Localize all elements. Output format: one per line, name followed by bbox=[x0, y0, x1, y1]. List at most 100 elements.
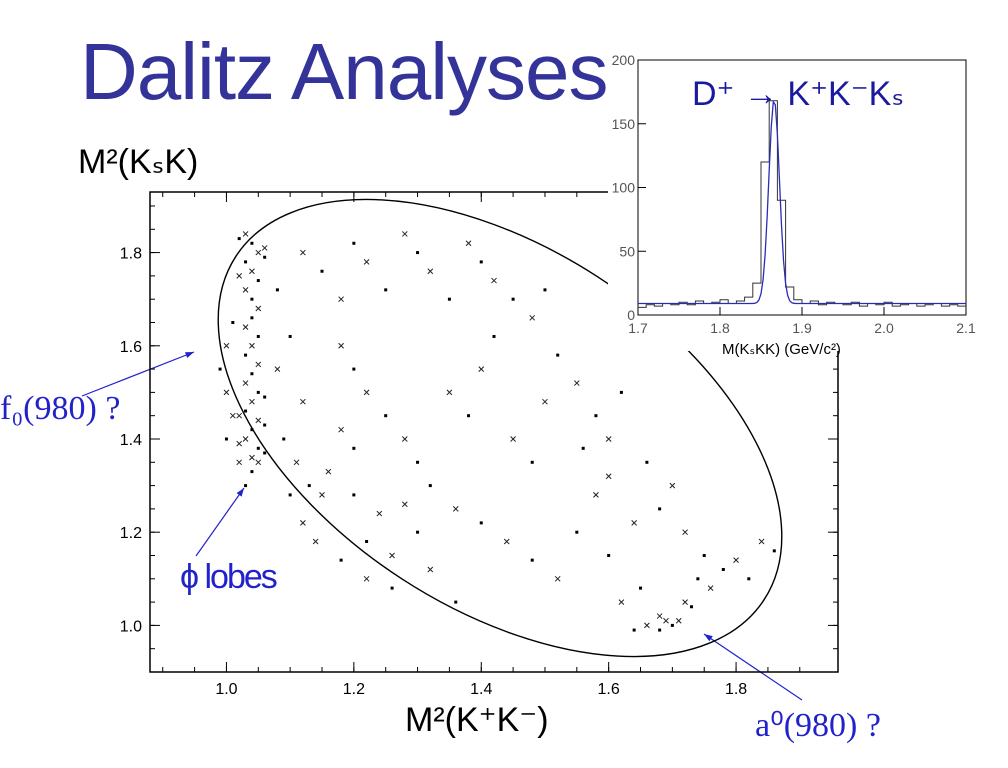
data-point bbox=[446, 389, 453, 396]
data-point bbox=[491, 277, 497, 284]
data-point bbox=[607, 553, 611, 557]
data-point bbox=[255, 417, 262, 424]
data-point bbox=[312, 538, 319, 545]
data-point bbox=[352, 241, 356, 245]
data-point bbox=[352, 446, 356, 450]
data-point bbox=[261, 245, 268, 251]
data-point bbox=[503, 538, 510, 545]
data-point bbox=[244, 409, 248, 413]
data-point bbox=[632, 628, 636, 632]
data-point bbox=[682, 529, 688, 536]
data-point bbox=[352, 367, 356, 371]
data-point bbox=[255, 459, 262, 466]
data-point bbox=[363, 259, 370, 265]
data-point bbox=[244, 353, 248, 357]
a0-annotation: a⁰(980) ? bbox=[755, 707, 881, 744]
data-point bbox=[619, 390, 623, 394]
data-point bbox=[275, 288, 279, 292]
data-point bbox=[363, 389, 370, 396]
data-point bbox=[242, 287, 249, 293]
data-point bbox=[365, 540, 369, 544]
data-point bbox=[244, 484, 248, 488]
x-tick-label: 1.4 bbox=[470, 681, 492, 698]
x-tick-label: 1.6 bbox=[598, 681, 620, 698]
data-point bbox=[530, 558, 534, 562]
data-point bbox=[416, 530, 420, 534]
inset-fit-curve bbox=[638, 100, 966, 305]
data-point bbox=[682, 599, 688, 605]
data-point bbox=[416, 251, 420, 255]
data-point bbox=[618, 599, 625, 605]
y-tick-label: 1.8 bbox=[120, 246, 142, 263]
data-point bbox=[656, 613, 663, 619]
data-point bbox=[542, 398, 548, 405]
dalitz-boundary bbox=[217, 198, 783, 658]
y-tick-label: 1.2 bbox=[120, 525, 142, 542]
data-point bbox=[250, 372, 254, 376]
data-point bbox=[384, 414, 388, 418]
data-point bbox=[224, 437, 228, 441]
data-point bbox=[543, 288, 547, 292]
data-point bbox=[510, 436, 516, 442]
annotation-arrows bbox=[81, 351, 803, 701]
data-point bbox=[263, 423, 267, 427]
data-point bbox=[427, 268, 434, 275]
data-point bbox=[242, 324, 249, 330]
inset-x-tick-label: 2.1 bbox=[956, 320, 976, 336]
data-point bbox=[639, 586, 643, 590]
data-point bbox=[529, 314, 536, 321]
data-point bbox=[530, 460, 534, 464]
data-point bbox=[772, 549, 776, 553]
data-point bbox=[390, 586, 394, 590]
data-point bbox=[263, 395, 267, 399]
data-point bbox=[696, 577, 700, 581]
data-point bbox=[231, 320, 235, 324]
data-point bbox=[288, 334, 292, 338]
data-point bbox=[575, 530, 579, 534]
data-point bbox=[554, 575, 561, 582]
data-point bbox=[236, 440, 243, 447]
data-point bbox=[229, 412, 236, 419]
data-point bbox=[401, 501, 408, 508]
data-point bbox=[416, 460, 420, 464]
data-point bbox=[733, 557, 739, 564]
data-point bbox=[376, 510, 383, 517]
data-point bbox=[256, 390, 260, 394]
inset-y-tick-label: 50 bbox=[619, 243, 635, 259]
data-point bbox=[594, 414, 598, 418]
inset-x-tick-label: 1.9 bbox=[792, 320, 812, 336]
data-point bbox=[352, 493, 356, 497]
data-point bbox=[479, 521, 483, 525]
data-point bbox=[573, 380, 580, 386]
data-point bbox=[384, 288, 388, 292]
y-tick-label: 1.0 bbox=[120, 618, 142, 635]
a0-arrow bbox=[703, 633, 803, 701]
inset-x-tick-label: 1.7 bbox=[628, 320, 648, 336]
data-point bbox=[447, 297, 451, 301]
f0-annotation: f₀(980) ? bbox=[0, 390, 121, 427]
data-point bbox=[244, 260, 248, 264]
data-point bbox=[274, 366, 281, 372]
data-point bbox=[250, 297, 254, 301]
data-point bbox=[255, 249, 262, 256]
f0-arrow bbox=[81, 351, 195, 397]
data-point bbox=[293, 459, 300, 466]
data-point bbox=[236, 412, 243, 419]
inset-frame bbox=[637, 59, 967, 316]
data-point bbox=[300, 398, 306, 405]
y-tick-label: 1.4 bbox=[120, 432, 142, 449]
data-point bbox=[236, 459, 243, 466]
data-point bbox=[758, 538, 765, 545]
dalitz-y-axis-label: M²(KₛK) bbox=[78, 143, 199, 181]
data-point bbox=[593, 492, 599, 498]
inset-title: D⁺ → K⁺K⁻Kₛ bbox=[692, 75, 905, 113]
data-point bbox=[389, 552, 395, 559]
inset-x-axis-label: M(KₛKK) (GeV/c²) bbox=[722, 341, 841, 358]
inset-x-tick-label: 1.8 bbox=[710, 320, 730, 336]
dalitz-frame bbox=[149, 191, 839, 673]
data-point bbox=[325, 468, 332, 475]
data-point bbox=[428, 484, 432, 488]
x-tick-label: 1.0 bbox=[215, 681, 237, 698]
data-point bbox=[242, 436, 249, 442]
data-point bbox=[256, 279, 260, 283]
